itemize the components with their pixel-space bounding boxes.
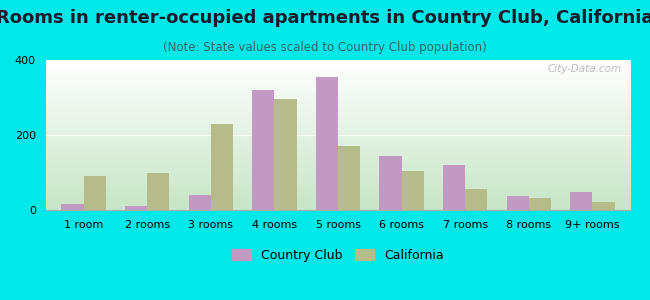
Bar <box>570 192 592 210</box>
Bar <box>274 99 296 210</box>
Bar <box>252 90 274 210</box>
Legend: Country Club, California: Country Club, California <box>227 244 448 267</box>
Text: City-Data.com: City-Data.com <box>547 64 621 74</box>
Bar <box>61 204 84 210</box>
Bar <box>506 196 528 210</box>
Bar <box>528 198 551 210</box>
Bar <box>316 77 338 210</box>
Bar <box>465 189 488 210</box>
Bar <box>188 195 211 210</box>
Text: Rooms in renter-occupied apartments in Country Club, California: Rooms in renter-occupied apartments in C… <box>0 9 650 27</box>
Bar <box>148 172 170 210</box>
Bar <box>443 165 465 210</box>
Text: (Note: State values scaled to Country Club population): (Note: State values scaled to Country Cl… <box>163 40 487 53</box>
Bar <box>338 146 360 210</box>
Bar <box>211 124 233 210</box>
Bar <box>592 202 615 210</box>
Bar <box>84 176 106 210</box>
Bar <box>380 156 402 210</box>
Bar <box>125 206 148 210</box>
Bar <box>402 171 424 210</box>
